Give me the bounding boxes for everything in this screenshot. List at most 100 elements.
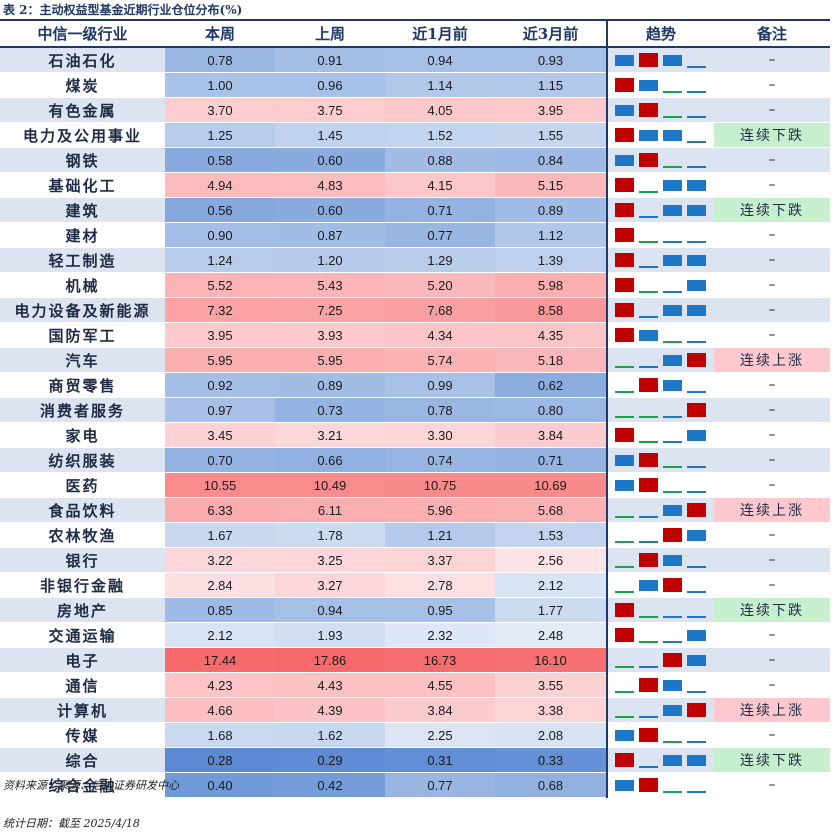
trend-low-marker	[687, 391, 706, 393]
trend-up-marker	[615, 428, 634, 442]
value-one-month: 0.94	[385, 47, 495, 73]
header-note: 备注	[714, 19, 830, 48]
value-this-week: 0.70	[165, 447, 275, 473]
value-this-week: 1.67	[165, 522, 275, 548]
value-three-month: 1.12	[495, 222, 607, 248]
value-one-month: 2.32	[385, 622, 495, 648]
trend-mid-marker	[615, 104, 634, 116]
industry-name: 农林牧渔	[0, 522, 165, 548]
table-row: 有色金属 3.70 3.75 4.05 3.95 –	[0, 97, 830, 123]
trend-up-marker	[663, 578, 682, 592]
trend-cell	[606, 597, 714, 623]
table-row: 建筑 0.56 0.60 0.71 0.89 连续下跌	[0, 197, 830, 223]
note-cell: –	[714, 172, 830, 198]
trend-mid-marker	[639, 579, 658, 591]
trend-up-marker	[663, 528, 682, 542]
trend-cell	[606, 397, 714, 423]
value-three-month: 2.08	[495, 722, 607, 748]
value-this-week: 0.85	[165, 597, 275, 623]
value-last-week: 0.91	[275, 47, 385, 73]
trend-mid-marker	[687, 429, 706, 441]
value-last-week: 1.78	[275, 522, 385, 548]
note-cell: –	[714, 622, 830, 648]
table-row: 建材 0.90 0.87 0.77 1.12 –	[0, 222, 830, 248]
value-three-month: 5.18	[495, 347, 607, 373]
trend-flat-marker	[663, 91, 682, 93]
note-cell: 连续上涨	[714, 697, 830, 723]
trend-mid-marker	[663, 379, 682, 391]
note-cell: –	[714, 272, 830, 298]
trend-cell	[606, 647, 714, 673]
value-three-month: 1.55	[495, 122, 607, 148]
trend-low-marker	[663, 291, 682, 293]
industry-name: 通信	[0, 672, 165, 698]
value-last-week: 1.62	[275, 722, 385, 748]
trend-up-marker	[663, 653, 682, 667]
trend-cell	[606, 172, 714, 198]
table-row: 医药 10.55 10.49 10.75 10.69 –	[0, 472, 830, 498]
industry-name: 纺织服装	[0, 447, 165, 473]
value-this-week: 6.33	[165, 497, 275, 523]
trend-mid-marker	[663, 354, 682, 366]
trend-up-marker	[615, 178, 634, 192]
value-last-week: 0.87	[275, 222, 385, 248]
trend-up-marker	[639, 478, 658, 492]
value-last-week: 5.95	[275, 347, 385, 373]
header-last-week: 上周	[275, 19, 385, 48]
trend-flat-marker	[615, 366, 634, 368]
trend-flat-marker	[639, 241, 658, 243]
trend-up-marker	[615, 278, 634, 292]
trend-flat-marker	[663, 116, 682, 118]
value-one-month: 4.15	[385, 172, 495, 198]
trend-cell	[606, 297, 714, 323]
date-note: 统计日期：截至 2025/4/18	[3, 817, 140, 830]
trend-flat-marker	[615, 666, 634, 668]
trend-low-marker	[639, 666, 658, 668]
value-last-week: 0.60	[275, 197, 385, 223]
value-this-week: 1.68	[165, 722, 275, 748]
table-row: 非银行金融 2.84 3.27 2.78 2.12 –	[0, 572, 830, 598]
industry-name: 机械	[0, 272, 165, 298]
trend-mid-marker	[663, 504, 682, 516]
trend-low-marker	[663, 616, 682, 618]
table-row: 计算机 4.66 4.39 3.84 3.38 连续上涨	[0, 697, 830, 723]
trend-mid-marker	[615, 454, 634, 466]
trend-mid-marker	[687, 529, 706, 541]
industry-name: 有色金属	[0, 97, 165, 123]
note-cell: –	[714, 97, 830, 123]
trend-mid-marker	[687, 304, 706, 316]
value-this-week: 0.40	[165, 772, 275, 798]
note-cell: –	[714, 722, 830, 748]
value-three-month: 0.89	[495, 197, 607, 223]
value-last-week: 3.21	[275, 422, 385, 448]
value-three-month: 0.62	[495, 372, 607, 398]
industry-name: 消费者服务	[0, 397, 165, 423]
table-row: 电力设备及新能源 7.32 7.25 7.68 8.58 –	[0, 297, 830, 323]
value-last-week: 1.93	[275, 622, 385, 648]
trend-mid-marker	[687, 279, 706, 291]
trend-low-marker	[687, 341, 706, 343]
value-three-month: 0.93	[495, 47, 607, 73]
value-one-month: 0.77	[385, 772, 495, 798]
note-cell: –	[714, 372, 830, 398]
industry-name: 传媒	[0, 722, 165, 748]
value-one-month: 16.73	[385, 647, 495, 673]
value-this-week: 3.70	[165, 97, 275, 123]
trend-flat-marker	[663, 341, 682, 343]
industry-name: 建材	[0, 222, 165, 248]
note-cell: –	[714, 422, 830, 448]
trend-low-marker	[639, 541, 658, 543]
table-row: 国防军工 3.95 3.93 4.34 4.35 –	[0, 322, 830, 348]
trend-up-marker	[639, 153, 658, 167]
industry-name: 电力设备及新能源	[0, 297, 165, 323]
table-row: 交通运输 2.12 1.93 2.32 2.48 –	[0, 622, 830, 648]
trend-mid-marker	[663, 54, 682, 66]
trend-flat-marker	[639, 416, 658, 418]
industry-name: 钢铁	[0, 147, 165, 173]
trend-flat-marker	[615, 541, 634, 543]
value-one-month: 2.25	[385, 722, 495, 748]
value-last-week: 0.94	[275, 597, 385, 623]
trend-cell	[606, 272, 714, 298]
trend-cell	[606, 97, 714, 123]
value-one-month: 3.30	[385, 422, 495, 448]
